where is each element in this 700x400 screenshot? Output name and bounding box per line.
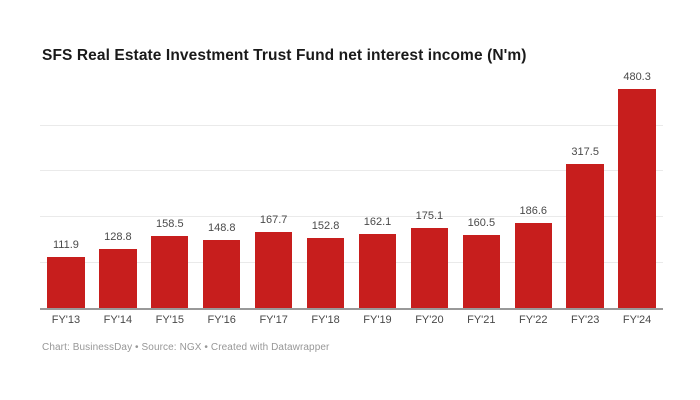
bar-value-label: 317.5 bbox=[571, 145, 599, 158]
bar-value-label: 162.1 bbox=[363, 216, 392, 229]
bar bbox=[566, 163, 604, 308]
x-axis-tick-labels: FY'13 FY'14 FY'15 FY'16 FY'17 FY'18 FY'19 FY'20… bbox=[40, 314, 663, 326]
bar bbox=[47, 257, 85, 308]
x-tick-label: FY'22 bbox=[519, 314, 548, 326]
bar-column: 162.1 bbox=[352, 70, 404, 308]
bar-column: 480.3 bbox=[611, 70, 663, 308]
bar-column: 152.8 bbox=[300, 70, 352, 308]
bar-value-label: 160.5 bbox=[467, 216, 496, 229]
gridline bbox=[40, 216, 663, 217]
bar-value-label: 175.1 bbox=[415, 210, 444, 223]
bar-value-label: 480.3 bbox=[623, 71, 651, 84]
bar bbox=[254, 231, 293, 308]
bar bbox=[514, 223, 552, 308]
gridlines-layer bbox=[40, 70, 663, 308]
bar-column: 186.6 bbox=[507, 70, 559, 308]
bar-value-label: 158.5 bbox=[156, 217, 184, 230]
x-tick-label: FY'13 bbox=[51, 314, 81, 326]
gridline bbox=[40, 170, 663, 172]
bar bbox=[151, 235, 189, 308]
bar-value-label: 152.8 bbox=[311, 220, 340, 233]
x-tick-label: FY'14 bbox=[103, 314, 133, 326]
bar-value-label: 148.8 bbox=[207, 222, 236, 235]
bar-value-label: 167.7 bbox=[259, 213, 288, 226]
bar-value-label: 186.6 bbox=[519, 205, 548, 218]
bar bbox=[306, 238, 345, 308]
bar bbox=[99, 249, 137, 308]
bar-column: 317.5 bbox=[559, 70, 611, 308]
gridline bbox=[40, 124, 663, 126]
bar bbox=[410, 228, 449, 308]
x-tick-label: FY'19 bbox=[363, 314, 392, 326]
bar bbox=[462, 234, 501, 308]
bar-column: 160.5 bbox=[455, 70, 507, 308]
x-tick-label: FY'15 bbox=[155, 314, 184, 326]
x-tick-label: FY'24 bbox=[622, 314, 652, 326]
chart-title: SFS Real Estate Investment Trust Fund ne… bbox=[42, 47, 527, 64]
x-tick-label: FY'16 bbox=[207, 314, 236, 326]
chart-attribution: Chart: BusinessDay • Source: NGX • Creat… bbox=[42, 342, 330, 353]
bar bbox=[203, 240, 241, 308]
bar-chart-plot-area: 111.9 128.8 158.5 148.8 167.7 152.8 162.1 175.1… bbox=[40, 70, 663, 310]
bar bbox=[618, 89, 656, 308]
bar-value-label: 111.9 bbox=[53, 239, 79, 252]
x-tick-label: FY'21 bbox=[467, 314, 496, 326]
x-tick-label: FY'17 bbox=[259, 314, 288, 326]
x-tick-label: FY'23 bbox=[570, 314, 600, 326]
bar bbox=[358, 234, 397, 308]
x-tick-label: FY'20 bbox=[415, 314, 444, 326]
bar-column: 175.1 bbox=[403, 70, 455, 308]
bar-column: 167.7 bbox=[248, 70, 300, 308]
bar-column: 148.8 bbox=[196, 70, 248, 308]
bar-column: 158.5 bbox=[144, 70, 196, 308]
bar-column: 111.9 bbox=[40, 70, 92, 308]
x-tick-label: FY'18 bbox=[311, 314, 340, 326]
gridline bbox=[40, 261, 663, 263]
bars-container: 111.9 128.8 158.5 148.8 167.7 152.8 162.1 175.1… bbox=[40, 70, 663, 308]
bar-column: 128.8 bbox=[92, 70, 144, 308]
bar-value-label: 128.8 bbox=[104, 231, 132, 244]
